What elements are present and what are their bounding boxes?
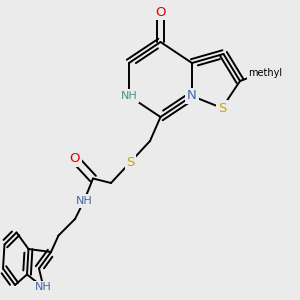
Text: NH: NH	[35, 282, 52, 292]
Text: O: O	[70, 152, 80, 166]
Text: S: S	[126, 155, 135, 169]
Text: NH: NH	[121, 91, 137, 101]
Text: O: O	[155, 5, 166, 19]
Text: NH: NH	[76, 196, 92, 206]
Text: S: S	[218, 101, 226, 115]
Text: methyl: methyl	[248, 68, 283, 78]
Text: N: N	[187, 89, 197, 103]
